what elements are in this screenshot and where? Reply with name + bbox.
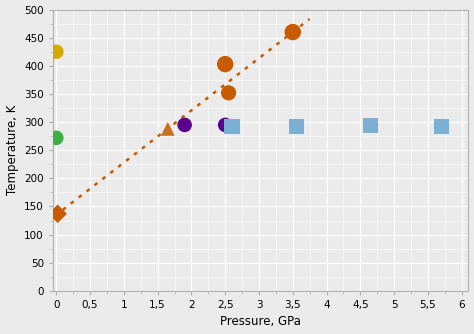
Point (164, 126, 172, 132)
Point (228, 124, 236, 129)
Y-axis label: Temperature, K: Temperature, K (6, 105, 18, 195)
Point (225, 90, 232, 96)
X-axis label: Pressure, GPa: Pressure, GPa (220, 315, 301, 328)
Point (54, 211, 62, 216)
Point (53, 135, 60, 141)
Point (289, 29, 297, 35)
Point (221, 61, 229, 67)
Point (53, 49, 60, 54)
Point (438, 124, 445, 129)
Point (221, 122, 229, 128)
Point (367, 123, 374, 128)
Point (292, 124, 300, 129)
Point (181, 122, 189, 128)
